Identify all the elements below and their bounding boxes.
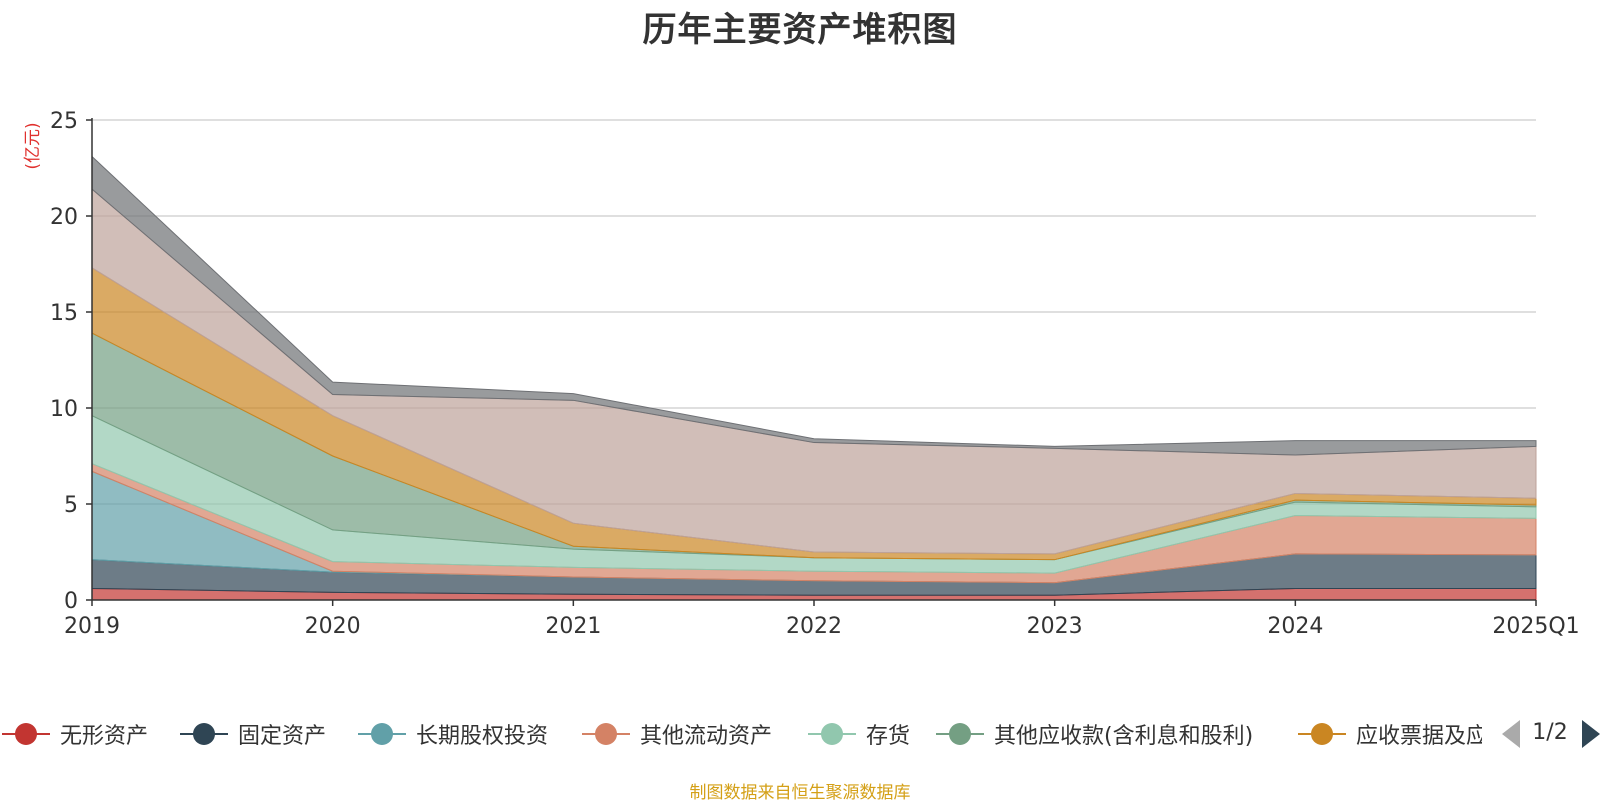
legend-marker-icon [2,723,50,745]
legend-marker-icon [1298,723,1346,745]
stacked-area-chart: 0 5 10 15 20 25 2019 2020 2021 2022 2023 2024 2025Q1… [23,109,1580,639]
y-tick-label: 10 [50,397,78,422]
axes [86,118,1537,606]
y-tick-label: 5 [64,493,78,518]
x-tick-label: 2019 [64,614,120,639]
legend-item[interactable]: 长期股权投资 [356,714,548,754]
legend-label: 无形资产 [60,724,149,749]
legend-item[interactable]: 无形资产 [0,714,148,754]
legend-label: 固定资产 [238,724,327,749]
legend-item[interactable]: 存货 [806,714,910,754]
area-交易性金融资产 [91,155,1537,456]
legend-label: 应收票据及应收账款 [1356,724,1482,749]
legend-pager: 1/2 [1500,718,1600,750]
legend-marker-icon [808,723,856,745]
x-tick-label: 2025Q1 [1492,614,1579,639]
legend-marker-icon [936,723,984,745]
area-series [91,155,1537,601]
legend-label: 其他应收款(含利息和股利) [994,724,1254,749]
legend-label: 存货 [866,724,911,749]
legend-marker-icon [582,723,630,745]
axis-labels: 0 5 10 15 20 25 2019 2020 2021 2022 2023 2024 2025Q1… [23,109,1580,639]
legend-label: 长期股权投资 [416,724,549,749]
legend-page-indicator: 1/2 [1532,720,1568,745]
chart-title: 历年主要资产堆积图 [642,10,958,50]
source-note: 制图数据来自恒生聚源数据库 [689,783,911,803]
legend-item[interactable]: 其他流动资产 [580,714,772,754]
legend-label: 其他流动资产 [640,724,773,749]
x-tick-label: 2020 [305,614,361,639]
y-axis-unit-label: (亿元) [23,122,43,169]
triangle-right-icon[interactable] [1580,718,1600,750]
legend-items: 无形资产 固定资产 长期股权投资 其他流动资产 存货 其他应收款(含利息和股利) 应收票据及… [0,714,1482,754]
legend-item[interactable]: 应收票据及应收账款 [1296,714,1482,754]
legend-item[interactable]: 固定资产 [178,714,326,754]
legend: 无形资产 固定资产 长期股权投资 其他流动资产 存货 其他应收款(含利息和股利) 应收票据及… [0,714,1600,754]
x-tick-label: 2021 [545,614,601,639]
x-tick-label: 2023 [1027,614,1083,639]
triangle-left-icon[interactable] [1500,718,1522,750]
y-tick-label: 25 [50,109,78,134]
legend-item[interactable]: 其他应收款(含利息和股利) [934,714,1253,754]
x-tick-label: 2024 [1267,614,1323,639]
legend-marker-icon [358,723,406,745]
y-tick-label: 15 [50,301,78,326]
y-tick-label: 20 [50,205,78,230]
legend-marker-icon [180,723,228,745]
x-tick-label: 2022 [786,614,842,639]
y-tick-label: 0 [64,589,78,614]
